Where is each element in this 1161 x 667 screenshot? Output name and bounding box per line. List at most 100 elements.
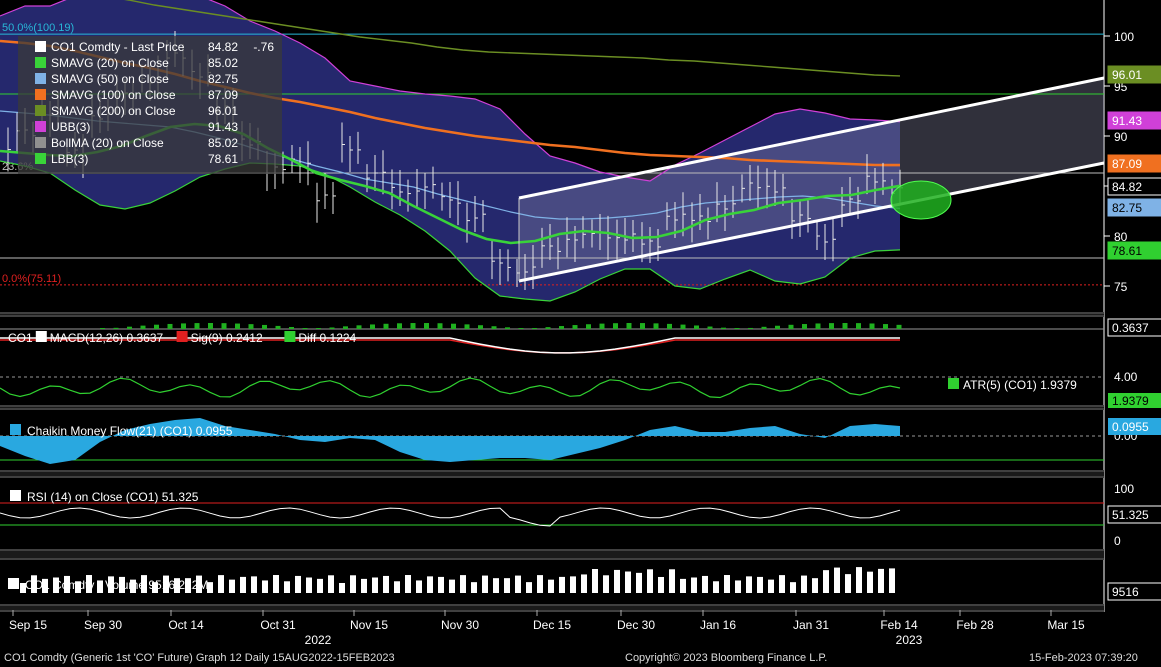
fib-level-label-0: 50.0%(100.19)	[2, 22, 74, 34]
volume-bar	[680, 578, 686, 593]
footer-center: Copyright© 2023 Bloomberg Finance L.P.	[625, 652, 828, 664]
volume-bar	[31, 575, 37, 593]
macd-diff-bar	[181, 323, 186, 329]
atr-legend: ATR(5) (CO1) 1.9379	[963, 378, 1077, 392]
macd-diff-bar	[883, 324, 888, 329]
volume-bar	[405, 575, 411, 593]
macd-diff-bar	[788, 324, 794, 329]
legend-value-7: 78.61	[208, 152, 238, 166]
macd-legend-swatch-3	[284, 331, 296, 342]
legend-swatch-1	[35, 57, 46, 68]
legend-value-5: 91.43	[208, 120, 238, 134]
legend-label-0: CO1 Comdty - Last Price	[51, 40, 185, 54]
macd-diff-bar	[856, 323, 861, 329]
macd-diff-bar	[491, 326, 497, 329]
legend-value-1: 85.02	[208, 56, 238, 70]
volume-bar	[515, 575, 521, 593]
footer-left: CO1 Comdty (Generic 1st 'CO' Future) Gra…	[4, 652, 395, 664]
volume-bar	[361, 578, 367, 593]
channel-fill	[519, 78, 1104, 281]
macd-diff-bar	[383, 323, 389, 329]
price-tag-5: 78.61	[1112, 244, 1142, 258]
volume-bar	[174, 578, 180, 593]
volume-bar	[229, 579, 235, 593]
macd-diff-bar	[194, 323, 200, 329]
macd-diff-bar	[235, 323, 240, 329]
rsi-legend-swatch	[10, 490, 21, 501]
legend-label-7: LBB(3)	[51, 152, 88, 166]
panel-bg-1	[0, 313, 1104, 365]
volume-bar	[394, 581, 400, 593]
macd-legend-2: Sig(9) 0.2412	[191, 331, 263, 345]
volume-bar	[97, 580, 103, 593]
macd-diff-bar	[559, 326, 564, 329]
volume-bar	[603, 575, 609, 593]
cmf-tag: 0.0955	[1112, 420, 1149, 434]
volume-bar	[218, 575, 224, 593]
macd-diff-bar	[140, 325, 146, 329]
volume-bar	[207, 582, 213, 593]
legend-value-3: 87.09	[208, 88, 238, 102]
date-tick-label-5: Nov 30	[441, 618, 479, 632]
macd-diff-bar	[734, 328, 740, 329]
volume-legend-swatch	[8, 578, 19, 589]
volume-bar	[702, 575, 708, 593]
date-tick-label-11: Feb 28	[956, 618, 994, 632]
volume-bar	[548, 579, 554, 593]
panel-bg-4	[0, 478, 1104, 550]
macd-diff-bar	[586, 324, 591, 329]
volume-bar	[471, 582, 477, 593]
volume-bar	[812, 578, 818, 593]
volume-bar	[647, 569, 653, 593]
panel-separator-0	[0, 312, 1104, 317]
macd-diff-bar	[829, 323, 834, 329]
macd-diff-bar	[599, 323, 605, 329]
macd-diff-bar	[437, 323, 443, 329]
price-legend-box	[18, 36, 282, 174]
macd-diff-bar	[748, 327, 753, 329]
volume-bar	[416, 580, 422, 593]
macd-legend-0: CO1	[8, 331, 33, 345]
macd-diff-bar	[289, 326, 294, 329]
date-tick-label-10: Feb 14	[880, 618, 918, 632]
volume-bar	[438, 576, 444, 593]
volume-bar	[196, 575, 202, 593]
atr-tick: 4.00	[1114, 370, 1138, 384]
macd-diff-bar	[410, 323, 416, 329]
atr-legend-swatch	[948, 378, 959, 389]
macd-diff-bar	[505, 327, 510, 329]
atr-tag-bg	[1108, 393, 1161, 408]
year-label-1: 2023	[896, 633, 923, 647]
price-tag-1: 91.43	[1112, 114, 1142, 128]
volume-tag: 9516	[1112, 585, 1139, 599]
volume-legend: CO1 Comdty - Volume 9516 222M	[25, 578, 208, 592]
date-tick-label-7: Dec 30	[617, 618, 655, 632]
rsi-tag-bg	[1107, 505, 1161, 524]
lbb-line	[0, 160, 901, 302]
volume-bar	[42, 578, 48, 593]
macd-signal-line	[0, 339, 900, 354]
macd-diff-bar	[343, 326, 348, 329]
volume-bar	[493, 578, 499, 593]
volume-bar	[570, 576, 576, 593]
legend-swatch-3	[35, 89, 46, 100]
macd-diff-bar	[707, 326, 713, 329]
volume-bar	[526, 582, 532, 593]
volume-bar	[141, 575, 147, 593]
price-tag-bg-5	[1107, 241, 1161, 260]
macd-diff-bar	[464, 324, 470, 329]
volume-bar	[185, 578, 191, 593]
year-label-0: 2022	[305, 633, 332, 647]
volume-bar	[757, 576, 763, 593]
macd-diff-bar	[451, 323, 456, 329]
macd-tag-bg	[1107, 318, 1161, 337]
macd-line	[0, 337, 900, 354]
price-tick-label-5: 75	[1114, 280, 1128, 294]
volume-bar	[163, 575, 169, 593]
macd-diff-bar	[518, 328, 524, 329]
volume-bar	[878, 568, 884, 593]
volume-bar	[537, 575, 543, 593]
legend-value-4: 96.01	[208, 104, 238, 118]
date-tick-label-2: Oct 14	[168, 618, 204, 632]
footer: CO1 Comdty (Generic 1st 'CO' Future) Gra…	[0, 650, 1161, 667]
